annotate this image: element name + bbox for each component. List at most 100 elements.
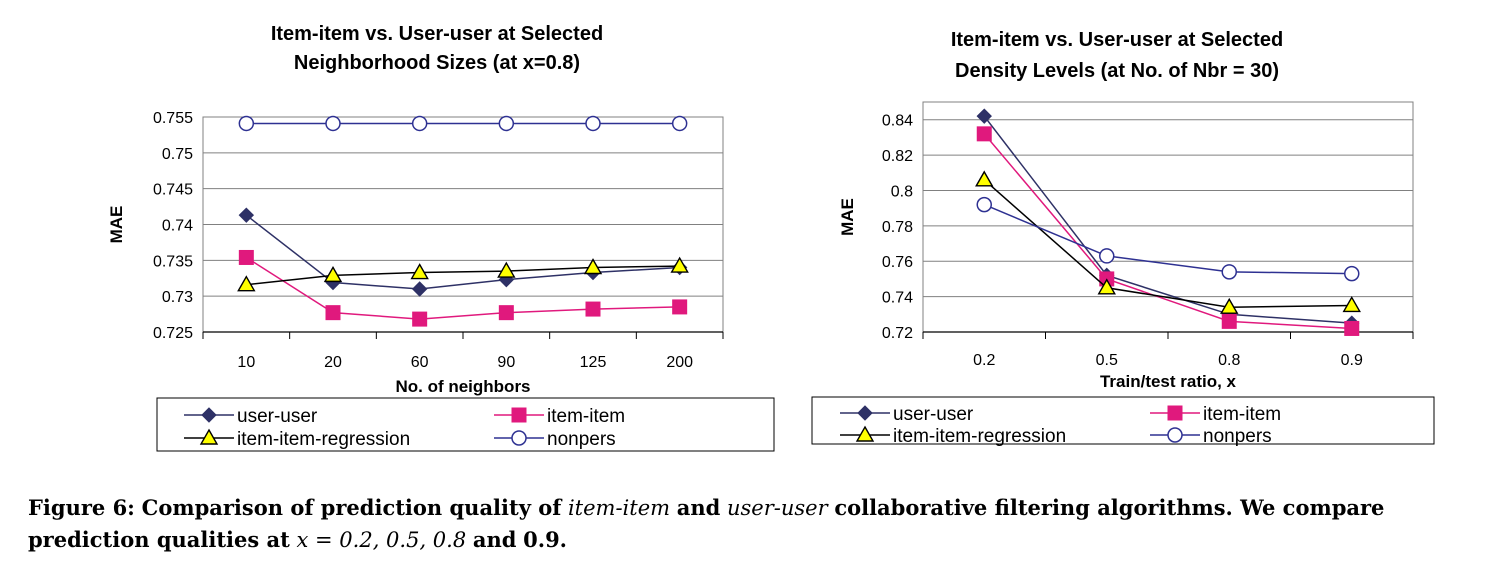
chart-2-ytick-label: 0.78 [882,219,913,236]
chart-1-point-item-item-regression [497,261,516,278]
chart-2-legend-label: item-item [1203,404,1281,425]
chart-2-legend-label: user-user [893,404,974,425]
caption-text-4: and [472,527,517,552]
chart-1-point-nonpers [411,115,428,132]
chart-2-point-item-item-regression [1342,296,1361,313]
chart-1-point-nonpers [585,115,601,132]
chart-2-legend-label: nonpers [1203,426,1272,447]
chart-1-legend [156,397,775,452]
caption-text-3: collaborative filtering algorithms. We c… [28,495,1385,552]
chart-1-point-nonpers [325,115,341,132]
chart-1-series-line-item-item [245,256,680,320]
chart-2-point-item-item [976,126,992,142]
chart-2-point-item-item-regression [1097,278,1116,295]
chart-1-xtick-label: 125 [580,354,607,371]
chart-1-point-item-item-regression [410,263,429,280]
chart-1-ytick-label: 0.745 [153,182,193,199]
chart-1-legend-marker [511,430,527,446]
chart-1-point-user-user [238,207,255,223]
chart-2-legend-marker [857,405,873,421]
chart-2-series-line-nonpers [983,203,1352,275]
chart-2-point-nonpers [1344,265,1360,282]
chart-1-title-line-2: Neighborhood Sizes (at x=0.8) [294,52,580,74]
chart-1-legend-marker [201,407,217,423]
chart-1-legend-label: item-item-regression [237,429,410,450]
chart-1: Item-item vs. User-user at Selected Neigh… [107,23,775,452]
chart-2-xtick-label: 0.9 [1341,352,1363,369]
chart-1-legend-marker [199,428,219,445]
chart-2-point-item-item-regression [1220,297,1239,314]
chart-2-title-line-2: Density Levels (at No. of Nbr = 30) [955,60,1279,82]
chart-2-xtick-label: 0.5 [1096,352,1118,369]
figure-caption: Figure 6: Comparison of prediction quali… [28,492,1493,556]
chart-1-point-item-item [325,305,341,321]
chart-1-ytick-label: 0.75 [162,146,193,163]
chart-1-y-axis-label: MAE [107,206,126,244]
chart-1-point-nonpers [238,115,255,132]
chart-1-point-nonpers [498,115,515,132]
chart-2-series-line-item-item-regression [983,179,1352,308]
chart-2-legend-marker [1167,405,1183,421]
chart-1-legend-label: nonpers [547,429,616,450]
chart-1-xtick-label: 20 [324,354,342,371]
chart-1-point-item-item [412,311,428,327]
chart-2-point-item-item-regression [975,170,994,187]
chart-1-series-line-user-user [245,214,680,290]
chart-1-ytick-label: 0.73 [162,289,193,306]
caption-em-item-item: item-item [567,496,671,520]
chart-1-ytick-label: 0.755 [153,110,193,127]
chart-1-point-item-item-regression [670,256,689,273]
caption-em-user-user: user-user [726,496,828,520]
chart-2-x-axis-label: Train/test ratio, x [1100,372,1237,391]
chart-2-ytick-label: 0.84 [882,113,913,130]
chart-1-point-item-item [585,301,601,317]
chart-2-point-item-item [1221,313,1237,329]
chart-1-point-nonpers [671,115,688,132]
chart-1-point-item-item-regression [583,258,603,275]
chart-1-ytick-label: 0.74 [162,218,193,235]
chart-2-legend-label: item-item-regression [893,426,1066,447]
chart-1-point-item-item [672,299,688,315]
chart-2: Item-item vs. User-user at Selected Densi… [811,29,1435,447]
chart-2-legend [811,396,1435,445]
caption-label: Figure 6: [28,495,135,520]
chart-2-y-axis-label: MAE [838,198,857,236]
chart-2-ytick-label: 0.82 [882,148,913,165]
chart-1-point-user-user [411,281,428,297]
chart-2-xtick-label: 0.2 [973,352,995,369]
chart-1-legend-label: item-item [547,406,625,427]
chart-2-ytick-label: 0.8 [891,183,913,200]
chart-1-xtick-label: 10 [237,354,255,371]
chart-1-point-item-item [498,305,514,321]
chart-1-point-item-item [238,249,254,265]
chart-1-legend-label: user-user [237,406,318,427]
chart-2-ytick-label: 0.74 [882,290,913,307]
caption-text-2: and [676,495,721,520]
chart-1-ytick-label: 0.725 [153,325,193,342]
chart-1-xtick-label: 200 [666,354,693,371]
chart-2-legend-marker [1167,427,1183,443]
chart-1-xtick-label: 60 [411,354,429,371]
chart-1-series-line-item-item-regression [246,265,680,286]
chart-1-xtick-label: 90 [497,354,515,371]
caption-text-1: Comparison of prediction quality of [141,495,562,520]
chart-1-legend-marker [511,407,527,423]
chart-2-xtick-label: 0.8 [1218,352,1240,369]
chart-2-ytick-label: 0.72 [882,325,913,342]
chart-1-x-axis-label: No. of neighbors [395,377,530,396]
chart-2-ytick-label: 0.76 [882,254,913,271]
chart-2-title-line-1: Item-item vs. User-user at Selected [951,29,1283,51]
chart-2-point-nonpers [1221,264,1237,280]
chart-1-ytick-label: 0.735 [153,253,193,270]
caption-math-2: 0.9. [523,527,567,552]
chart-2-legend-marker [855,425,875,442]
chart-1-point-item-item-regression [323,265,343,283]
caption-math-1: x = 0.2, 0.5, 0.8 [296,528,467,552]
chart-2-series-line-user-user [983,115,1352,324]
chart-1-title-line-1: Item-item vs. User-user at Selected [271,23,603,45]
chart-2-point-user-user [976,108,992,124]
chart-2-point-nonpers [976,196,992,213]
chart-1-point-item-item-regression [237,275,256,292]
chart-2-series-line-item-item [983,133,1352,330]
figure: Item-item vs. User-user at Selected Neigh… [107,23,1435,452]
